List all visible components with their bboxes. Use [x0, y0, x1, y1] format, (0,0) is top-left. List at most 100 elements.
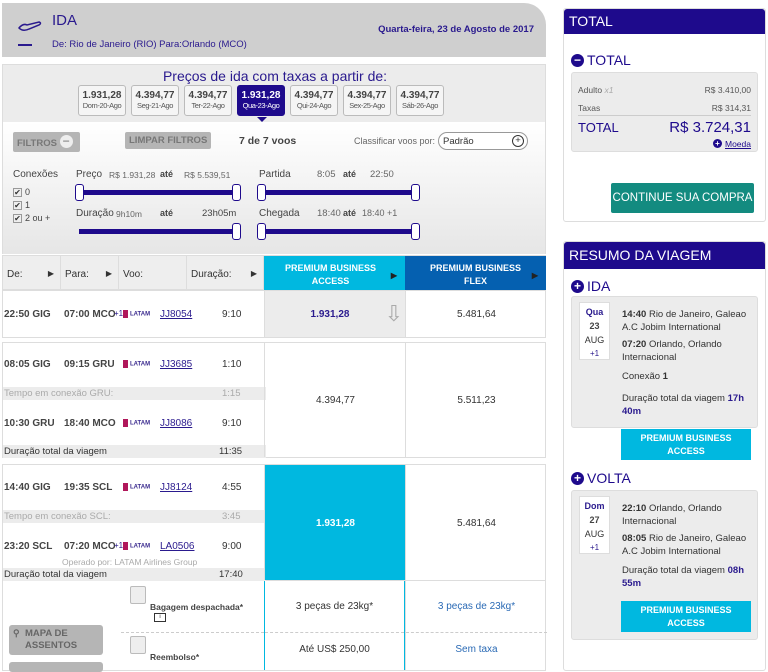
- refund-value: Até US$ 250,00: [299, 644, 370, 655]
- date-label: Sáb-26-Ago: [401, 101, 439, 110]
- fare-pba[interactable]: 1.931,28 ⇩: [264, 291, 405, 337]
- fare-price: 5.481,64: [457, 518, 496, 529]
- arrival-max-handle[interactable]: [411, 223, 420, 240]
- date-label: Sex-25-Ago: [349, 101, 385, 110]
- arrival-slider[interactable]: [261, 229, 417, 234]
- sort-arrow-icon: ▶: [250, 269, 257, 278]
- volta-section-toggle[interactable]: + VOLTA: [571, 470, 631, 486]
- sort-select[interactable]: Padrão +: [438, 132, 528, 150]
- refund-label: Reembolso*: [150, 652, 200, 662]
- date-card[interactable]: 4.394,77 Sex-25-Ago: [343, 85, 391, 116]
- total-time: 17:40: [219, 569, 243, 580]
- fare-pba[interactable]: 4.394,77: [264, 343, 405, 457]
- price-max-handle[interactable]: [232, 184, 241, 201]
- sort-by-pba[interactable]: PREMIUM BUSINESS ACCESS ▶: [264, 256, 405, 291]
- date-card[interactable]: 4.394,77 Qui-24-Ago: [290, 85, 338, 116]
- duration-info: Duração total da viagem 17h 40m: [622, 393, 744, 417]
- sort-by-pbf[interactable]: PREMIUM BUSINESS FLEX ▶: [405, 256, 546, 291]
- baggage-value: 3 peças de 23kg*: [437, 601, 516, 612]
- date-price: 4.394,77: [294, 90, 334, 101]
- flight-number-link[interactable]: JJ8054: [160, 309, 193, 320]
- arrival-min: 18:40: [317, 208, 341, 219]
- flight-row-selected[interactable]: 14:40 GIG 19:35 SCL LATAM JJ8124 4:55 Te…: [2, 464, 546, 581]
- currency-link[interactable]: + Moeda: [713, 139, 751, 149]
- currency-label: Moeda: [725, 139, 751, 149]
- secondary-button[interactable]: [9, 662, 103, 672]
- departure-max-handle[interactable]: [411, 184, 420, 201]
- date-label: Qua-23-Ago: [242, 101, 280, 110]
- connection-row: Tempo em conexão GRU: 1:15: [3, 387, 266, 400]
- seat-map-button[interactable]: ⚲ MAPA DE ASSENTOS: [9, 625, 103, 655]
- arrival: 07:20 MCO: [64, 541, 116, 552]
- flight-number-link[interactable]: JJ8124: [160, 482, 193, 493]
- date-card-selected[interactable]: 1.931,28 Qua-23-Ago: [237, 85, 285, 122]
- departure-slider[interactable]: [261, 190, 417, 195]
- sort-value: Padrão: [443, 136, 474, 147]
- latam-logo: LATAM: [123, 542, 150, 550]
- connection-row: Tempo em conexão SCL: 3:45: [3, 510, 266, 523]
- total-label: TOTAL: [578, 120, 619, 135]
- conn-option-label: 0: [25, 187, 31, 197]
- filters-panel: FILTROS − LIMPAR FILTROS 7 de 7 voos Cla…: [2, 122, 546, 254]
- col-header: Voo:: [123, 269, 144, 280]
- sort-arrow-icon: ▶: [105, 269, 112, 278]
- flight-number-link[interactable]: LA0506: [160, 541, 195, 552]
- fare-pbf[interactable]: 5.481,64: [405, 465, 546, 580]
- arrival-min-handle[interactable]: [257, 223, 266, 240]
- date-card[interactable]: 1.931,28 Dom-20-Ago: [78, 85, 126, 116]
- continue-purchase-button[interactable]: CONTINUE SUA COMPRA: [611, 183, 754, 213]
- arrival: 18:40 MCO: [64, 418, 116, 429]
- fare-price: 4.394,77: [316, 395, 355, 406]
- arrow-down-icon: ⇩: [384, 301, 403, 326]
- connection-label: Tempo em conexão GRU:: [4, 388, 114, 399]
- filters-toggle-button[interactable]: FILTROS −: [13, 132, 80, 152]
- date-price: 4.394,77: [347, 90, 387, 101]
- date-card[interactable]: 4.394,77 Ter-22-Ago: [184, 85, 232, 116]
- fare-pbf[interactable]: 5.511,23: [405, 343, 546, 457]
- col-flight: Voo:: [119, 256, 187, 291]
- departure: 08:05 GIG: [4, 359, 51, 370]
- clear-filters-button[interactable]: LIMPAR FILTROS: [125, 132, 212, 149]
- flight-count: 7 de 7 voos: [239, 135, 297, 147]
- sort-by-arrival[interactable]: Para: ▶: [61, 256, 119, 291]
- sort-arrow-icon: ▶: [531, 271, 538, 280]
- filters-label: FILTROS: [17, 138, 57, 149]
- duration: 4:55: [222, 482, 242, 493]
- departure: 14:40 GIG: [4, 482, 51, 493]
- total-section-toggle[interactable]: − TOTAL: [571, 52, 631, 68]
- ida-section-toggle[interactable]: + IDA: [571, 278, 610, 294]
- price-slider[interactable]: [79, 190, 239, 195]
- flight-number-link[interactable]: JJ8086: [160, 418, 193, 429]
- checkbox-conn-1[interactable]: ✔: [13, 201, 22, 210]
- date-card[interactable]: 4.394,77 Seg-21-Ago: [131, 85, 179, 116]
- sort-by-duration[interactable]: Duração: ▶: [187, 256, 264, 291]
- duration-slider[interactable]: [79, 229, 239, 234]
- checkbox-conn-2[interactable]: ✔: [13, 214, 22, 223]
- minus-icon: −: [571, 54, 584, 67]
- fare-price: 5.511,23: [457, 395, 496, 406]
- conn-option-label: 1: [25, 200, 31, 210]
- total-section-label: TOTAL: [587, 52, 631, 68]
- info-icon[interactable]: i: [154, 613, 166, 622]
- checkbox-conn-0[interactable]: ✔: [13, 188, 22, 197]
- flight-number-link[interactable]: JJ3685: [160, 359, 193, 370]
- prices-title: Preços de ida com taxas a partir de:: [162, 68, 388, 84]
- pbf-extras: 3 peças de 23kg* Sem taxa: [405, 581, 547, 670]
- arrival: 19:35 SCL: [64, 482, 113, 493]
- col-header: Duração:: [191, 269, 232, 280]
- next-day: +1: [114, 541, 124, 550]
- ate-label: até: [160, 208, 174, 218]
- price-min-handle[interactable]: [75, 184, 84, 201]
- flight-row[interactable]: 22:50 GIG 07:00 MCO +1 LATAM JJ8054 9:10…: [2, 290, 546, 338]
- duration-min: 9h10m: [116, 209, 142, 219]
- volta-summary: Dom 27 AUG +1 22:10 Orlando, Orlando Intern…: [571, 490, 758, 640]
- fare-pba-selected[interactable]: 1.931,28: [264, 465, 405, 580]
- flight-row[interactable]: 08:05 GIG 09:15 GRU LATAM JJ3685 1:10 Te…: [2, 342, 546, 458]
- date-card[interactable]: 4.394,77 Sáb-26-Ago: [396, 85, 444, 116]
- departure-min-handle[interactable]: [257, 184, 266, 201]
- divider: [121, 632, 264, 633]
- seat-icon: ⚲: [13, 628, 20, 638]
- duration-max-handle[interactable]: [232, 223, 241, 240]
- fare-pbf[interactable]: 5.481,64: [405, 291, 546, 337]
- sort-by-departure[interactable]: De: ▶: [3, 256, 61, 291]
